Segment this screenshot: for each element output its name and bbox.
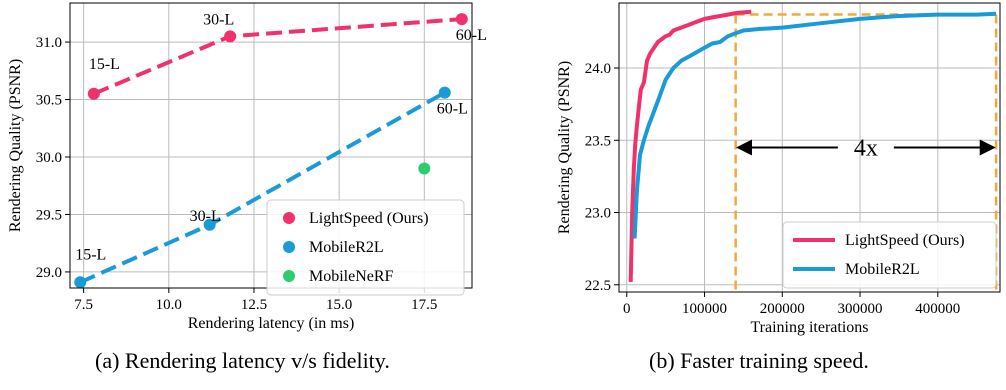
legend-marker bbox=[283, 212, 295, 224]
legend-label: MobileR2L bbox=[309, 239, 384, 256]
x-tick-label: 400000 bbox=[915, 301, 960, 317]
legend-label: LightSpeed (Ours) bbox=[845, 232, 965, 249]
point-label: 30-L bbox=[190, 208, 221, 225]
point-label: 15-L bbox=[75, 246, 106, 263]
point-label: 30-L bbox=[203, 11, 234, 28]
series-line bbox=[635, 14, 997, 239]
caption-b: (b) Faster training speed. bbox=[649, 348, 869, 374]
training-speed-chart: 0 100000 200000 300000 400000 22.5 23.0 23.5 24.… bbox=[556, 3, 1000, 336]
series-line bbox=[631, 12, 752, 282]
data-point bbox=[456, 13, 468, 25]
legend-label: MobileNeRF bbox=[309, 268, 394, 285]
caption-a: (a) Rendering latency v/s fidelity. bbox=[95, 348, 390, 374]
y-tick-label: 30.0 bbox=[36, 150, 62, 166]
y-tick-label: 31.0 bbox=[36, 35, 62, 51]
y-tick-label: 24.0 bbox=[585, 61, 611, 77]
x-tick-label: 0 bbox=[623, 301, 631, 317]
y-axis-label: Rendering Quality (PSNR) bbox=[7, 59, 24, 232]
y-tick-label: 23.0 bbox=[585, 206, 611, 222]
data-point bbox=[74, 276, 86, 288]
y-axis-label: Rendering Quality (PSNR) bbox=[556, 61, 573, 234]
data-point bbox=[439, 87, 451, 99]
legend-label: LightSpeed (Ours) bbox=[309, 210, 429, 227]
point-label: 60-L bbox=[437, 101, 468, 118]
x-tick-label: 12.5 bbox=[241, 297, 267, 313]
y-tick-label: 22.5 bbox=[585, 278, 611, 294]
legend-label: MobileR2L bbox=[845, 261, 920, 278]
x-tick-label: 100000 bbox=[682, 301, 727, 317]
x-tick-label: 17.5 bbox=[411, 297, 437, 313]
x-tick-label: 7.5 bbox=[74, 297, 93, 313]
point-label: 60-L bbox=[456, 27, 487, 44]
x-tick-label: 200000 bbox=[760, 301, 805, 317]
data-point bbox=[224, 30, 236, 42]
y-tick-label: 30.5 bbox=[36, 93, 62, 109]
series-line bbox=[94, 19, 462, 94]
legend-marker bbox=[283, 270, 295, 282]
legend-marker bbox=[283, 241, 295, 253]
data-point bbox=[88, 88, 100, 100]
speedup-annotation: 4x bbox=[854, 136, 878, 162]
latency-fidelity-chart: 7.5 10.0 12.5 15.0 17.5 29.0 29.5 30.0 30.5 31.0 R… bbox=[7, 3, 487, 332]
y-tick-label: 29.5 bbox=[36, 207, 62, 223]
x-tick-label: 10.0 bbox=[156, 297, 182, 313]
x-axis-label: Training iterations bbox=[750, 319, 868, 336]
y-tick-label: 29.0 bbox=[36, 265, 62, 281]
point-label: 15-L bbox=[89, 56, 120, 73]
x-axis-label: Rendering latency (in ms) bbox=[188, 315, 355, 332]
x-tick-label: 15.0 bbox=[326, 297, 352, 313]
data-point bbox=[418, 162, 430, 174]
x-tick-label: 300000 bbox=[838, 301, 883, 317]
y-tick-label: 23.5 bbox=[585, 133, 611, 149]
